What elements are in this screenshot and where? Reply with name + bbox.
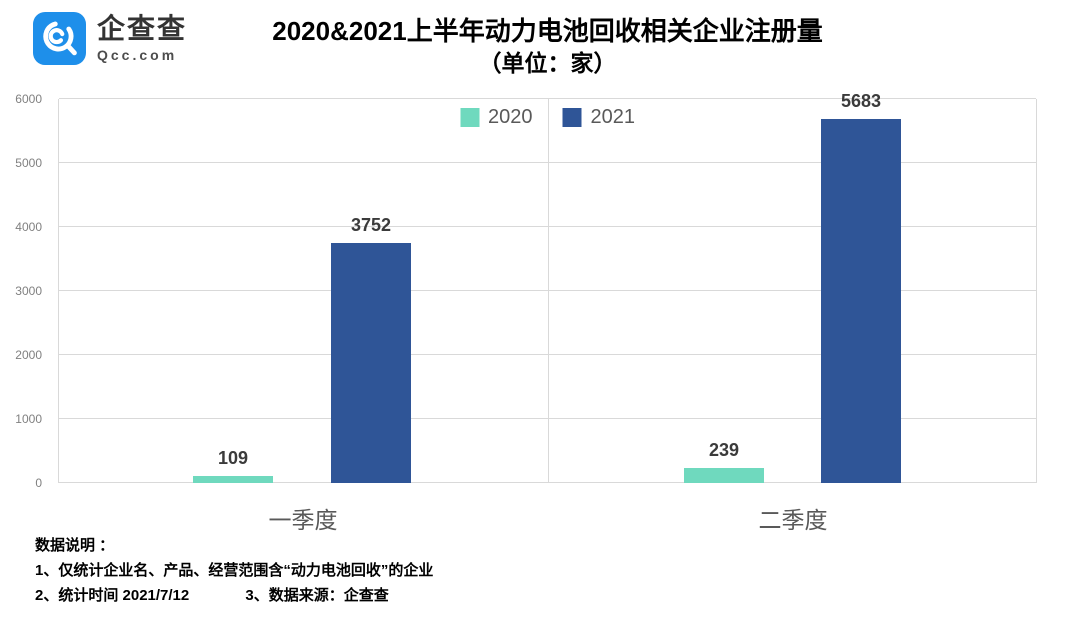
- bar-wrap-2020-q1: 109: [193, 99, 273, 483]
- legend-label-2020: 2020: [488, 106, 533, 128]
- data-label-2020-q2: 239: [708, 439, 740, 460]
- note-2: 2、统计时间 2021/7/12: [35, 587, 190, 604]
- y-tick-label: 0: [35, 476, 42, 490]
- bar-wrap-2021-q1: 3752: [331, 99, 411, 483]
- y-tick-label: 2000: [15, 348, 42, 363]
- chart-subtitle: （单位：家）: [478, 50, 617, 76]
- bar-2021-q1: [331, 242, 411, 483]
- qcc-magnifier-icon: [33, 12, 86, 65]
- y-tick-label: 1000: [15, 412, 42, 427]
- y-tick-label: 5000: [15, 156, 42, 170]
- data-label-2021-q2: 5683: [840, 91, 882, 112]
- legend-item-2021: 2021: [562, 106, 636, 129]
- gridline: [59, 98, 1036, 99]
- bar-wrap-2020-q2: 239: [684, 99, 764, 483]
- legend-label-2021: 2021: [590, 106, 636, 128]
- y-tick-label: 6000: [15, 92, 42, 106]
- bar-2020-q1: [193, 476, 273, 483]
- qcc-logo: 企查查 Qcc.com: [33, 12, 187, 65]
- data-label-2020-q1: 109: [217, 448, 249, 469]
- bar-wrap-2021-q2: 5683: [821, 91, 901, 483]
- bar-2021-q2: [821, 119, 901, 483]
- note-3: 3、数据来源：企查查: [245, 587, 389, 604]
- brand-name-en: Qcc.com: [97, 47, 178, 63]
- data-label-2021-q1: 3752: [350, 214, 392, 235]
- notes-title: 数据说明 ：: [35, 537, 115, 554]
- legend: 2020 2021: [460, 106, 635, 129]
- note-row-2: 2、统计时间 2021/7/12 3、数据来源：企查查: [35, 583, 433, 608]
- data-notes: 数据说明 ： 1、仅统计企业名、产品、经营范围含“动力电池回收”的企业 2、统计…: [35, 533, 433, 608]
- y-axis: 0 1000 2000 3000 4000 5000 6000: [0, 92, 50, 490]
- x-axis-label-q2: 二季度: [758, 507, 828, 533]
- x-axis-label-q1: 一季度: [268, 507, 338, 533]
- legend-swatch-2021: [562, 108, 582, 127]
- chart-title: 2020&2021上半年动力电池回收相关企业注册量: [272, 16, 823, 46]
- brand-name-cn: 企查查: [97, 13, 188, 44]
- plot-area: 2020 2021 109 3752 239 5683 一季度 二季度: [58, 91, 1037, 533]
- bar-2020-q2: [684, 467, 764, 483]
- category-divider-gridline: [547, 99, 549, 483]
- note-1: 1、仅统计企业名、产品、经营范围含“动力电池回收”的企业: [35, 562, 434, 579]
- legend-swatch-2020: [460, 108, 479, 127]
- legend-item-2020: 2020: [460, 106, 533, 129]
- y-tick-label: 3000: [15, 284, 42, 298]
- y-tick-label: 4000: [15, 220, 42, 235]
